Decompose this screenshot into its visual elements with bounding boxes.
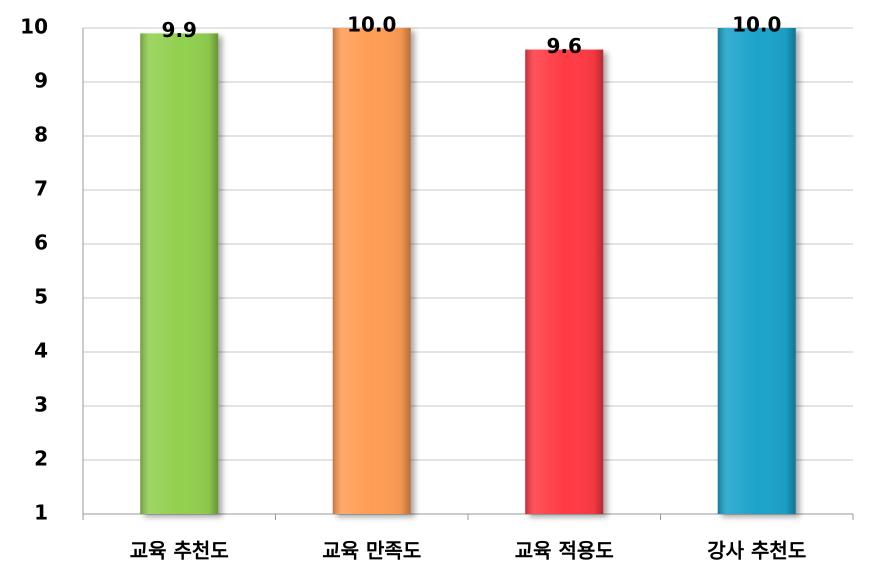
y-tick-label: 10 — [20, 15, 48, 39]
bar — [717, 28, 796, 514]
value-label: 10.0 — [347, 13, 396, 37]
y-tick-label: 6 — [34, 231, 48, 255]
y-tick-label: 3 — [34, 393, 48, 417]
x-tick-label: 강사 추천도 — [707, 539, 806, 563]
y-tick-label: 2 — [34, 447, 48, 471]
y-tick-label: 8 — [34, 123, 48, 147]
y-tick-label: 1 — [34, 501, 48, 525]
x-tick-label: 교육 추천도 — [130, 539, 229, 563]
value-label: 9.9 — [162, 18, 197, 42]
bar — [525, 49, 604, 514]
y-tick-label: 5 — [34, 285, 48, 309]
bar — [140, 33, 219, 515]
x-tick-label: 교육 만족도 — [322, 539, 421, 563]
y-tick-label: 4 — [34, 339, 48, 363]
x-tick-label: 교육 적용도 — [515, 539, 614, 563]
y-tick-label: 9 — [34, 69, 48, 93]
y-tick-label: 7 — [34, 177, 48, 201]
value-label: 9.6 — [547, 34, 582, 58]
value-label: 10.0 — [732, 13, 781, 37]
bar — [332, 28, 411, 514]
